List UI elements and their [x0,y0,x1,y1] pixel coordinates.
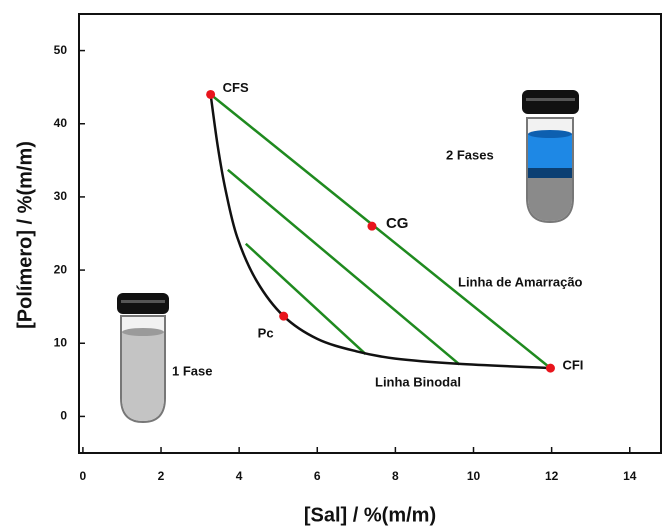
x-tick-label: 12 [545,469,559,483]
annotation: Linha de Amarração [458,274,583,289]
point-label: CFI [562,358,583,373]
annotation: 2 Fases [446,147,494,162]
x-tick-label: 0 [80,469,87,483]
point [367,222,376,231]
point [206,90,215,99]
x-tick-label: 10 [467,469,481,483]
x-tick-label: 4 [236,469,243,483]
point-label: CFS [223,80,249,95]
point-label: Pc [258,326,274,341]
tube-two-phases [522,90,579,222]
annotation: Linha Binodal [375,374,461,389]
y-tick-label: 30 [54,189,68,203]
x-tick-label: 8 [392,469,399,483]
point [279,312,288,321]
y-tick-label: 0 [60,409,67,423]
y-tick-label: 50 [54,43,68,57]
y-tick-label: 20 [54,262,68,276]
point-label: CG [386,215,409,232]
tube-one-phase [117,293,169,422]
x-axis-title: [Sal] / %(m/m) [304,504,436,526]
x-tick-label: 2 [158,469,165,483]
page: {"chart_data": { "type": "phase-diagram"… [0,0,662,531]
plot-frame [79,14,661,453]
x-tick-label: 6 [314,469,321,483]
y-tick-label: 40 [54,116,68,130]
point [546,364,555,373]
y-axis-title: [Polímero] / %(m/m) [14,141,36,329]
chart: [Sal] / %(m/m) [Polímero] / %(m/m) 0 2 4 6 8… [0,0,662,531]
y-tick-label: 10 [54,335,68,349]
annotation: 1 Fase [172,363,212,378]
x-tick-label: 14 [623,469,637,483]
